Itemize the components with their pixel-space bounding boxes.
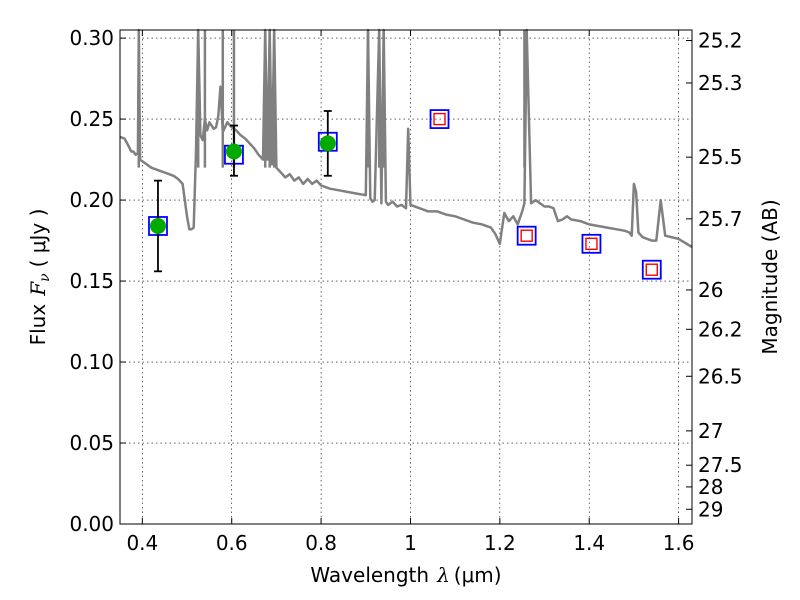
spectrum-line (119, 28, 693, 249)
model-square-marker (581, 233, 602, 254)
right-tick-label: 26.5 (698, 364, 743, 388)
right-tick-label: 27.5 (698, 453, 743, 477)
photometry-layer (148, 109, 662, 280)
x-axis-ticks: 0.4 0.6 0.8 1 1.2 1.4 1.6 (126, 30, 695, 555)
right-tick-label: 28 (698, 475, 723, 499)
limit-square-marker (433, 112, 446, 126)
x-tick-label: 0.4 (126, 531, 158, 555)
x-tick-label: 1 (404, 531, 417, 555)
right-axis-label: Magnitude (AB) (758, 199, 782, 354)
right-tick-label: 29 (698, 497, 723, 521)
y-axis-ticks: 0.00 0.05 0.10 0.15 0.20 0.25 0.30 (69, 26, 126, 536)
right-tick-label: 25.7 (698, 207, 743, 231)
y-tick-label: 0.25 (69, 107, 114, 131)
y-tick-label: 0.30 (69, 26, 114, 50)
x-tick-label: 1.4 (573, 531, 605, 555)
right-tick-label: 27 (698, 419, 723, 443)
y-tick-label: 0.10 (69, 350, 114, 374)
limit-square-marker (520, 229, 533, 242)
x-axis-label: Wavelength λ (μm) (310, 563, 501, 587)
x-tick-label: 0.8 (305, 531, 337, 555)
right-tick-label: 25.5 (698, 145, 743, 169)
right-tick-label: 25.2 (698, 29, 743, 53)
x-tick-label: 1.2 (484, 531, 516, 555)
right-tick-label: 26 (698, 278, 723, 302)
y-tick-label: 0.05 (69, 431, 114, 455)
observed-flux-point (319, 135, 336, 152)
y-tick-label: 0.20 (69, 188, 114, 212)
observed-flux-point (149, 217, 166, 234)
plot-frame (119, 29, 693, 525)
observed-flux-point (225, 143, 242, 160)
model-square-marker (641, 259, 662, 280)
right-tick-label: 25.3 (698, 71, 743, 95)
limit-square-marker (645, 263, 658, 276)
model-square-marker (429, 109, 450, 129)
right-tick-label: 26.2 (698, 317, 743, 341)
x-tick-label: 1.6 (663, 531, 695, 555)
spectrum-layer (119, 28, 693, 249)
y-tick-label: 0.00 (69, 512, 114, 536)
y-tick-label: 0.15 (69, 269, 114, 293)
limit-square-marker (585, 237, 598, 250)
y-axis-label: FluxFν( μJy ) (26, 209, 53, 346)
model-square-marker (516, 225, 537, 246)
x-tick-label: 0.6 (216, 531, 248, 555)
